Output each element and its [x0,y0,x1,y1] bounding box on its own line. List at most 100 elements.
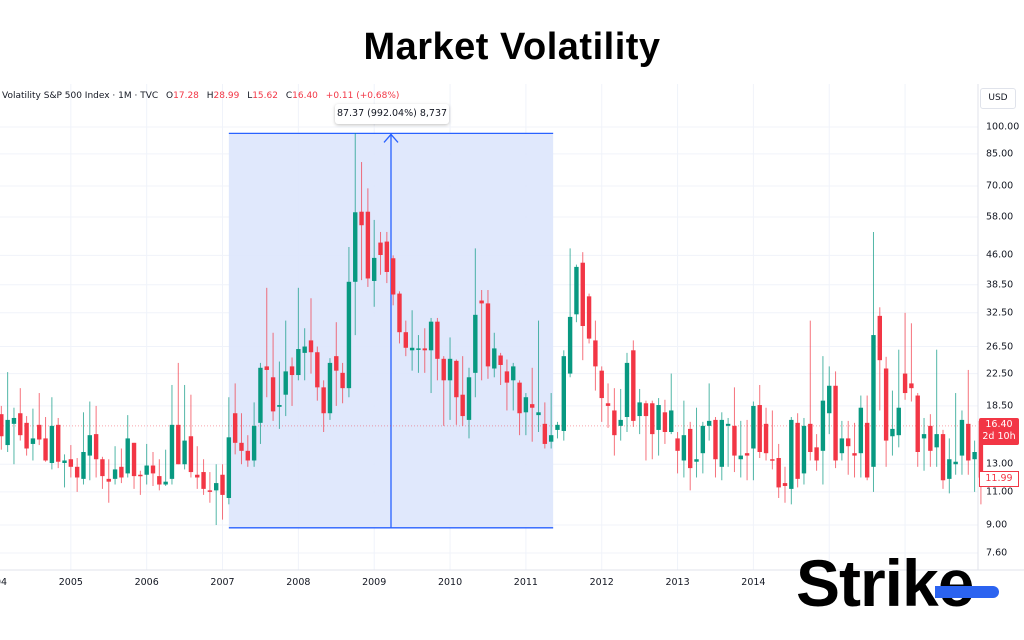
candle[interactable] [688,421,693,491]
candle[interactable] [523,393,529,436]
candle[interactable] [390,255,396,306]
candle[interactable] [694,407,699,478]
candle[interactable] [207,472,213,503]
candle[interactable] [631,340,636,427]
candle[interactable] [403,320,408,357]
candle[interactable] [416,335,421,373]
candle[interactable] [883,356,889,467]
candle[interactable] [890,390,895,456]
candle[interactable] [479,290,484,381]
candle[interactable] [283,320,288,417]
candle[interactable] [378,231,383,275]
candle[interactable] [251,402,257,467]
candle[interactable] [353,133,358,336]
candle[interactable] [277,361,282,429]
candle[interactable] [548,393,554,449]
candle[interactable] [220,464,225,520]
candle[interactable] [296,287,301,381]
candle[interactable] [820,356,826,485]
candle[interactable] [93,405,99,478]
candle[interactable] [732,387,737,473]
candle[interactable] [441,356,446,426]
candle[interactable] [100,456,105,489]
candle[interactable] [921,417,927,471]
candle[interactable] [928,414,933,467]
candle[interactable] [327,358,333,420]
candle[interactable] [182,384,187,470]
candle[interactable] [270,332,276,421]
candle[interactable] [485,290,491,379]
candle[interactable] [542,402,548,449]
candle[interactable] [460,356,465,426]
candle[interactable] [599,366,604,422]
candle[interactable] [744,419,750,481]
candle[interactable] [43,417,48,462]
candle[interactable] [713,417,718,478]
candle[interactable] [49,397,55,470]
candle[interactable] [144,443,149,485]
candle[interactable] [504,359,510,411]
candle[interactable] [334,322,339,406]
candle[interactable] [302,328,307,381]
candle[interactable] [833,371,838,469]
candle[interactable] [858,395,864,478]
candle[interactable] [315,346,320,401]
candle[interactable] [801,417,807,485]
candle[interactable] [719,412,724,481]
candle[interactable] [517,380,522,436]
candle[interactable] [87,401,92,481]
candle[interactable] [751,401,756,481]
candle[interactable] [37,393,42,446]
candle[interactable] [498,352,503,385]
candle[interactable] [871,231,876,492]
candle[interactable] [808,320,813,461]
candle[interactable] [163,449,168,486]
candle[interactable] [593,320,598,391]
candle[interactable] [131,442,137,489]
candle[interactable] [700,421,706,474]
currency-button[interactable]: USD [980,88,1016,109]
candle[interactable] [561,350,566,441]
candle[interactable] [447,337,453,420]
candle[interactable] [245,435,250,467]
candle[interactable] [580,252,585,361]
candle[interactable] [454,359,459,425]
candle[interactable] [624,352,630,433]
candle[interactable] [239,413,244,465]
candle[interactable] [776,443,781,498]
candle[interactable] [106,459,111,503]
candle[interactable] [150,451,156,486]
candle[interactable] [340,362,345,404]
candle[interactable] [536,320,541,433]
candle[interactable] [795,413,800,488]
measure-tool[interactable] [228,132,554,529]
candle[interactable] [409,310,415,371]
candle[interactable] [5,372,10,452]
candle[interactable] [846,420,851,475]
candle[interactable] [681,400,687,478]
candle[interactable] [30,408,36,461]
candle[interactable] [18,388,23,441]
candle[interactable] [612,388,617,456]
candle[interactable] [814,434,819,471]
candle[interactable] [555,421,560,439]
candle[interactable] [574,264,579,323]
candle[interactable] [372,219,377,307]
candle[interactable] [902,312,908,400]
candle[interactable] [11,407,17,465]
candle[interactable] [428,317,434,394]
candle[interactable] [157,459,162,491]
candle[interactable] [770,410,775,470]
candle[interactable] [530,367,535,442]
candle[interactable] [169,384,175,485]
candle[interactable] [972,440,977,492]
candle[interactable] [308,298,314,374]
candle[interactable] [201,459,206,495]
candle[interactable] [656,398,661,456]
candle[interactable] [384,231,390,284]
candle[interactable] [839,420,845,461]
candle[interactable] [650,400,655,460]
candle[interactable] [226,397,232,505]
candle[interactable] [214,464,219,526]
